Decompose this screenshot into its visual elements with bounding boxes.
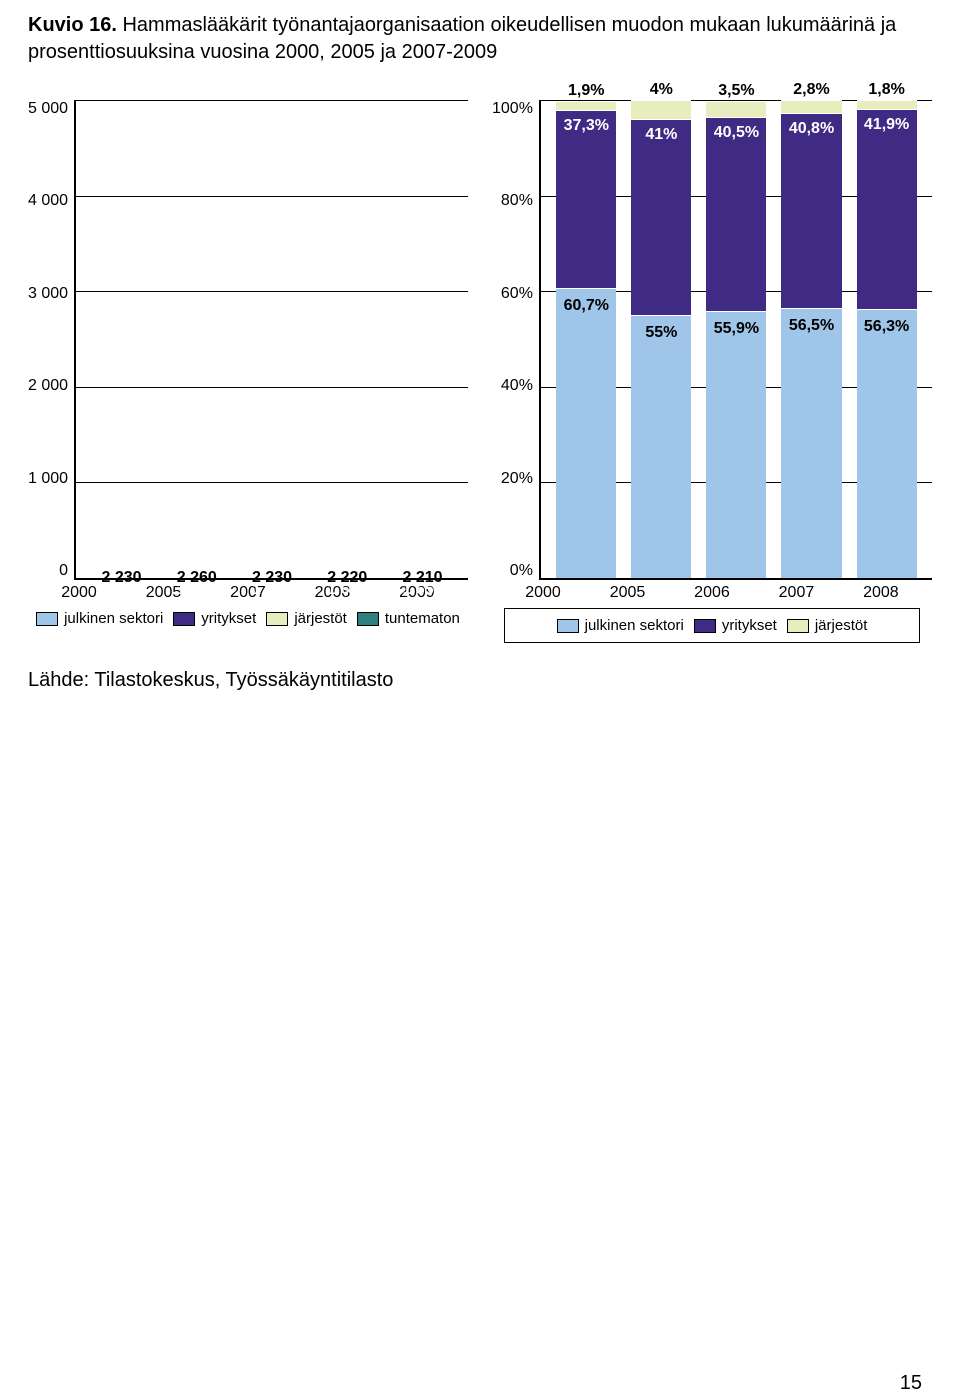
percent-chart: 100% 80% 60% 40% 20% 0% 1,9%37,3%60,7%4%41%55… (492, 100, 932, 643)
x-tick: 2008 (863, 584, 899, 602)
bar-group: 4%41%55% (631, 100, 691, 578)
bar-group: 1,9%37,3%60,7% (556, 100, 616, 578)
y-axis-left: 5 000 4 000 3 000 2 000 1 000 0 (28, 100, 74, 580)
legend-item: julkinen sektori (36, 610, 163, 627)
plot-area-right: 1,9%37,3%60,7%4%41%55%3,5%40,5%55,9%2,8%… (539, 100, 932, 580)
bar-group: 1 6902 220 (319, 574, 376, 578)
y-axis-right: 100% 80% 60% 40% 20% 0% (492, 100, 539, 580)
x-tick: 2005 (610, 584, 646, 602)
y-tick: 0% (510, 562, 533, 580)
y-tick: 3 000 (28, 285, 68, 303)
y-tick: 40% (501, 377, 533, 395)
legend-right: julkinen sektori yritykset järjestöt (504, 608, 920, 643)
plot-area-left: 1 6002 230 1 6902 260 1 6402 230 1 6902 220… (74, 100, 468, 580)
bar-group: 1 6902 260 (168, 574, 225, 578)
y-tick: 20% (501, 470, 533, 488)
legend-item: järjestöt (266, 610, 347, 627)
x-tick: 2007 (779, 584, 815, 602)
source-line: Lähde: Tilastokeskus, Työssäkäyntitilast… (28, 669, 932, 692)
legend-item: yritykset (173, 610, 256, 627)
x-tick: 2006 (694, 584, 730, 602)
legend-item: järjestöt (787, 617, 868, 634)
bar-group: 1,8%41,9%56,3% (857, 100, 917, 578)
y-tick: 0 (59, 562, 68, 580)
chart-title: Kuvio 16. Hammaslääkärit työnantajaorgan… (28, 12, 932, 66)
legend-left: julkinen sektori yritykset järjestöt tuntem… (28, 602, 468, 635)
x-tick: 2000 (525, 584, 561, 602)
bar-group: 1 6002 230 (93, 574, 150, 578)
x-tick: 2000 (61, 584, 97, 602)
legend-item: yritykset (694, 617, 777, 634)
y-tick: 60% (501, 285, 533, 303)
x-axis-right: 2000 2005 2006 2007 2008 (492, 580, 932, 602)
bar-group: 1 6502 210 (394, 574, 451, 578)
y-tick: 1 000 (28, 470, 68, 488)
bar-group: 3,5%40,5%55,9% (706, 100, 766, 578)
y-tick: 100% (492, 100, 533, 118)
y-tick: 80% (501, 192, 533, 210)
counts-chart: 5 0004 0003 0002 0001 0000 1 6002 2301 6… (28, 100, 468, 643)
y-tick: 4 000 (28, 192, 68, 210)
legend-item: tuntematon (357, 610, 460, 627)
legend-item: julkinen sektori (557, 617, 684, 634)
page-number: 15 (28, 1372, 932, 1395)
y-tick: 5 000 (28, 100, 68, 118)
y-tick: 2 000 (28, 377, 68, 395)
bar-group: 2,8%40,8%56,5% (781, 100, 841, 578)
bar-group: 1 6402 230 (243, 574, 300, 578)
